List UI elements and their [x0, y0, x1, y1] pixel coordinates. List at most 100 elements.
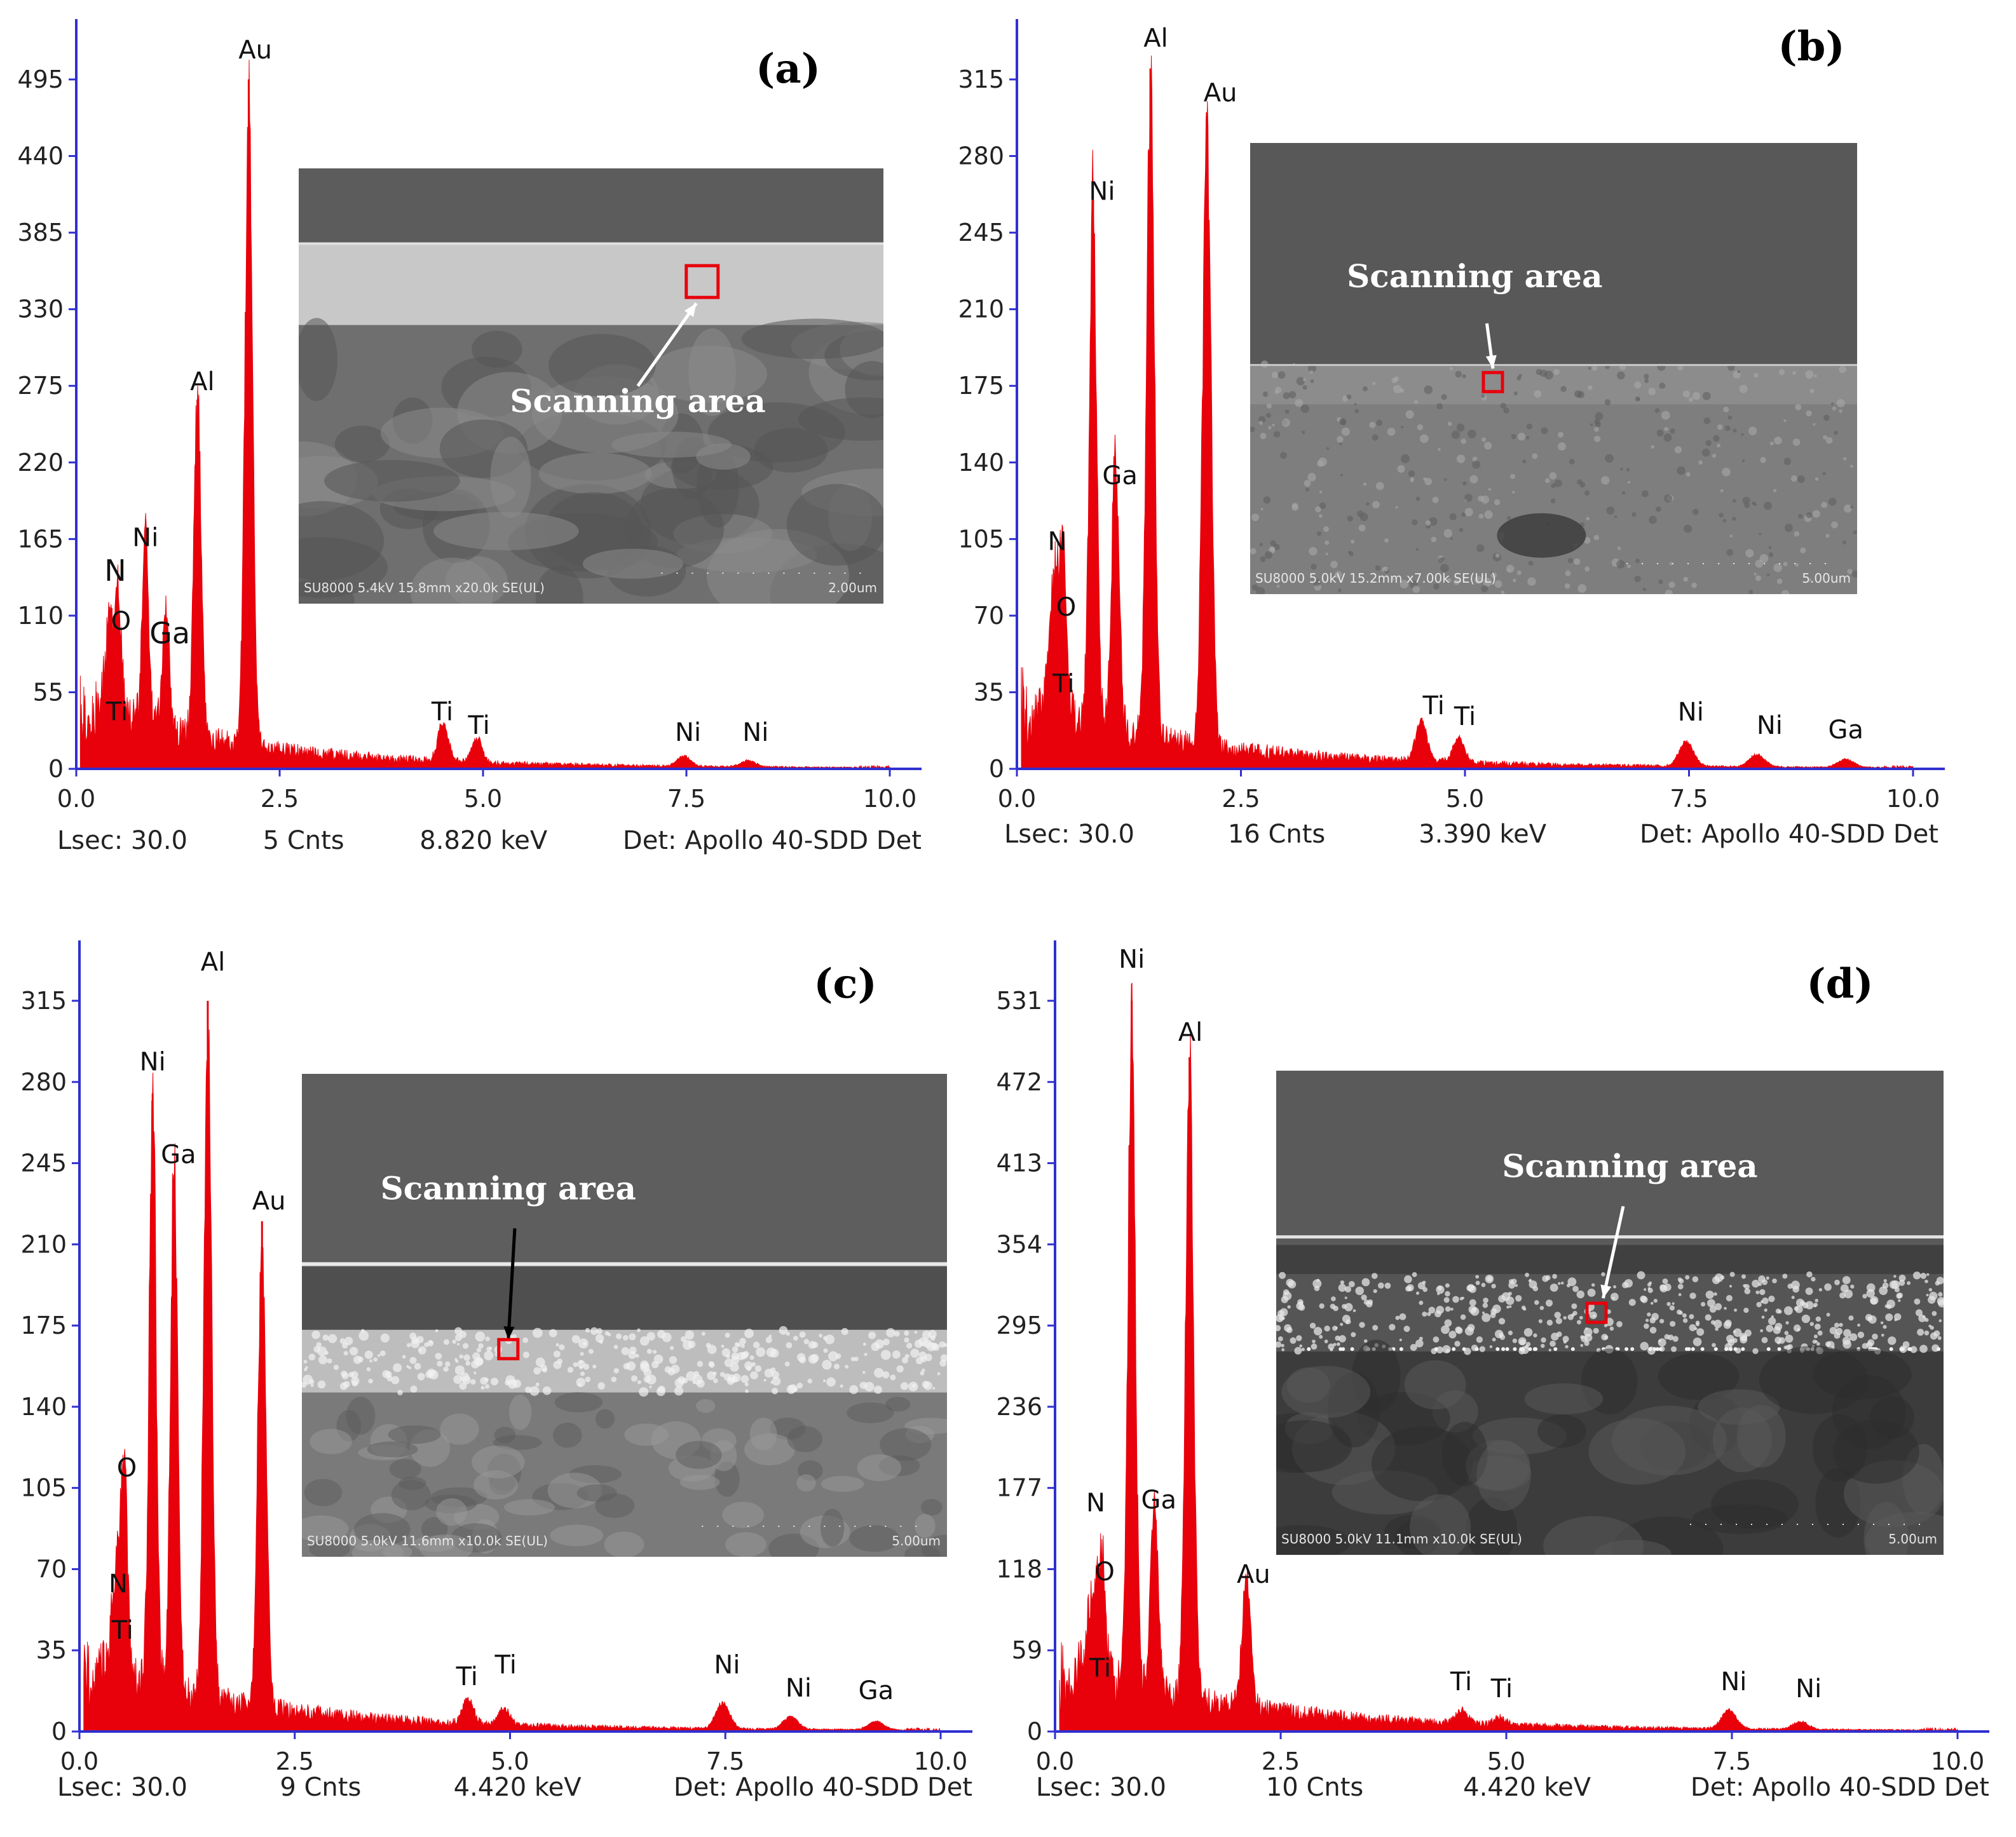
scanning-area-label: Scanning area: [381, 1170, 636, 1207]
element-label-ti: Ti: [111, 1616, 133, 1645]
scanning-area-marker: [497, 1338, 520, 1360]
y-tick-label: 35: [974, 678, 1004, 706]
panel-label: (b): [1778, 23, 1844, 71]
sem-vacuum: [302, 1074, 947, 1267]
element-label-ti: Ti: [1089, 1653, 1111, 1683]
panel-label: (a): [756, 45, 821, 93]
element-label-ni: Ni: [1795, 1674, 1822, 1704]
element-label-ni: Ni: [132, 523, 158, 552]
x-tick-label: 5.0: [491, 1747, 529, 1775]
x-tick-label: 10.0: [1886, 785, 1940, 813]
x-tick-label: 0.0: [998, 785, 1036, 813]
sem-info-text: SU8000 5.0kV 15.2mm x7.00k SE(UL): [1255, 571, 1496, 586]
sem-vacuum: [299, 168, 883, 243]
element-label-ni: Ni: [1119, 945, 1145, 974]
y-tick-label: 70: [36, 1555, 67, 1583]
arrow-head: [684, 303, 697, 317]
sem-metal-layer: [302, 1329, 947, 1393]
element-label-n: N: [109, 1569, 128, 1599]
element-label-ni: Ni: [1720, 1667, 1747, 1697]
eds-panel-b: 0 35 70 105 140 175 210 245 280 315 0.0 2.5 5.0 7.5 10…: [953, 0, 2016, 877]
element-label-ti: Ti: [1052, 669, 1074, 698]
element-label-ga: Ga: [1828, 715, 1863, 745]
spectrum-area: [1021, 55, 1914, 770]
element-label-ni: Ni: [714, 1651, 740, 1680]
element-label-o: O: [111, 607, 131, 636]
y-tick-label: 220: [17, 449, 64, 477]
sem-metal-layer: [299, 242, 883, 325]
y-tick-label: 0: [1027, 1718, 1042, 1745]
scanning-area-label: Scanning area: [510, 383, 765, 420]
sem-metal-layer: [1250, 363, 1857, 405]
y-tick-label: 70: [974, 602, 1004, 630]
eds-panel-c: 0 35 70 105 140 175 210 245 280 315 0.0 2.5 5.0 7.5 10…: [0, 921, 991, 1837]
lsec-readout: Lsec: 30.0: [1004, 820, 1134, 849]
element-label-al: Al: [1178, 1018, 1202, 1047]
lsec-readout: Lsec: 30.0: [57, 1773, 187, 1802]
x-tick-label: 0.0: [60, 1747, 99, 1775]
x-tick-label: 10.0: [914, 1747, 968, 1775]
spectrum-area: [83, 1022, 941, 1733]
x-tick-label: 7.5: [1670, 785, 1708, 813]
y-tick-label: 495: [17, 65, 64, 93]
sem-inset-image: SU8000 5.0kV 11.1mm x10.0k SE(UL) 5.00um S…: [1276, 1071, 1944, 1555]
y-tick-label: 280: [20, 1068, 67, 1096]
detector-readout: Det: Apollo 40-SDD Det: [673, 1773, 972, 1802]
y-tick-label: 354: [996, 1230, 1042, 1258]
y-tick-label: 175: [958, 372, 1004, 400]
element-label-n: N: [104, 553, 126, 588]
counts-readout: 16 Cnts: [1227, 820, 1326, 849]
element-label-ti: Ti: [1450, 1667, 1472, 1697]
kev-readout: 3.390 keV: [1419, 820, 1547, 849]
x-tick-label: 10.0: [1931, 1747, 1985, 1775]
element-label-ti: Ti: [456, 1662, 478, 1691]
element-label-ti: Ti: [494, 1651, 517, 1680]
counts-readout: 5 Cnts: [262, 826, 344, 855]
sem-scale-text: 2.00um: [828, 580, 877, 595]
kev-readout: 4.420 keV: [1463, 1773, 1591, 1802]
x-tick-label: 5.0: [1487, 1747, 1525, 1775]
arrow-head: [1485, 355, 1497, 369]
sem-scale-text: 5.00um: [1888, 1531, 1937, 1547]
eds-spectrum-chart-d: 0 59 118 177 236 295 354 413 472 531 0.0 2.5 5.0 7.5 1…: [996, 940, 1989, 1775]
y-tick-label: 385: [17, 219, 64, 247]
x-tick-label: 2.5: [1222, 785, 1260, 813]
eds-spectrum-chart-a: 0 55 110 165 220 275 330 385 440 495 0.0 2.5 5.0 7.5 1…: [17, 19, 922, 813]
scanning-area-marker: [1585, 1301, 1608, 1324]
y-tick-label: 531: [996, 987, 1042, 1015]
lsec-readout: Lsec: 30.0: [57, 826, 187, 855]
kev-readout: 4.420 keV: [453, 1773, 582, 1802]
element-label-ga: Ga: [149, 616, 190, 651]
element-label-au: Au: [238, 36, 272, 65]
y-tick-label: 105: [958, 525, 1004, 553]
sem-info-text: SU8000 5.4kV 15.8mm x20.0k SE(UL): [304, 580, 545, 595]
element-label-ti: Ti: [431, 697, 453, 726]
y-tick-label: 118: [996, 1555, 1042, 1583]
x-tick-label: 7.5: [1713, 1747, 1751, 1775]
element-label-o: O: [1056, 593, 1076, 622]
y-tick-label: 35: [36, 1636, 67, 1664]
counts-readout: 10 Cnts: [1265, 1773, 1364, 1802]
y-tick-label: 140: [20, 1393, 67, 1421]
sem-inset-image: SU8000 5.4kV 15.8mm x20.0k SE(UL) 2.00um S…: [299, 168, 883, 604]
element-label-al: Al: [190, 367, 214, 397]
x-tick-label: 7.5: [667, 785, 705, 813]
x-tick-label: 5.0: [464, 785, 502, 813]
y-tick-label: 0: [51, 1718, 67, 1745]
y-tick-label: 0: [989, 755, 1004, 783]
sem-vacuum: [1276, 1071, 1944, 1236]
element-label-ga: Ga: [1102, 461, 1138, 491]
y-tick-label: 295: [996, 1312, 1042, 1339]
panel-footer-a: Lsec: 30.0 5 Cnts 8.820 keV Det: Apollo …: [57, 826, 922, 855]
panel-footer-c: Lsec: 30.0 9 Cnts 4.420 keV Det: Apollo …: [57, 1773, 972, 1802]
sem-scale-text: 5.00um: [892, 1533, 941, 1549]
y-tick-label: 210: [20, 1230, 67, 1258]
element-label-ni: Ni: [140, 1048, 166, 1077]
element-label-o: O: [1094, 1557, 1114, 1587]
y-tick-label: 413: [996, 1149, 1042, 1177]
element-label-al: Al: [201, 948, 225, 977]
y-tick-label: 245: [958, 219, 1004, 247]
x-tick-label: 2.5: [261, 785, 299, 813]
spectrum-area: [79, 60, 890, 770]
element-label-ga: Ga: [161, 1141, 196, 1170]
